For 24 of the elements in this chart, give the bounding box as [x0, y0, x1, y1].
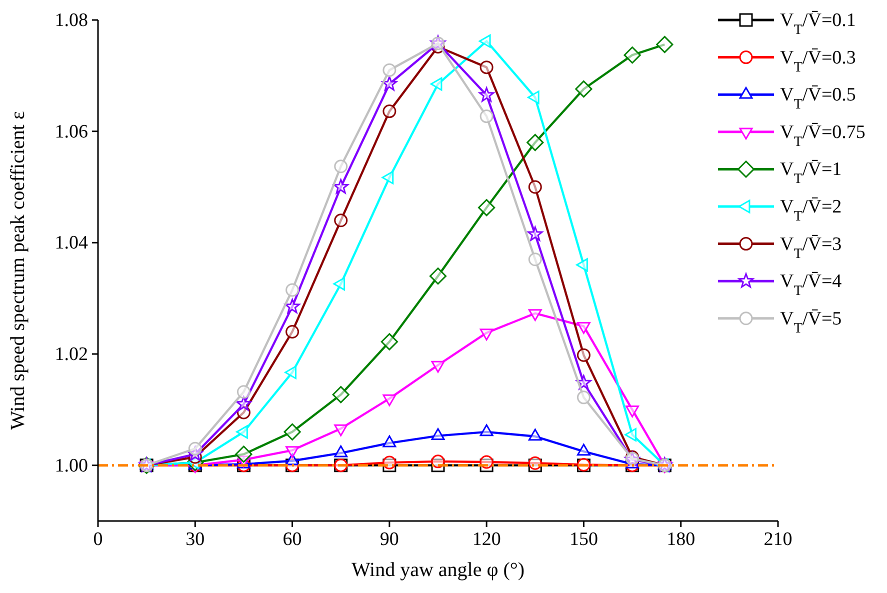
legend-label: V$_{T}$/V̄=2	[780, 196, 842, 224]
legend-label: V$_{T}$/V̄=5	[780, 308, 842, 336]
legend-label: V$_{T}$/V̄=1	[780, 159, 842, 188]
legend-label: V$_{T}$/V̄=4	[780, 271, 842, 300]
x-tick-label: 90	[380, 529, 399, 550]
y-axis-title: Wind speed spectrum peak coefficient ε	[7, 111, 29, 430]
y-tick-label: 1.06	[54, 121, 88, 142]
x-tick-label: 150	[569, 529, 598, 550]
y-tick-label: 1.08	[54, 10, 88, 31]
legend-label: V$_{T}$/V̄=0.1	[780, 10, 856, 38]
x-axis-title: Wind yaw angle φ (°)	[351, 559, 525, 581]
y-tick-label: 1.04	[54, 232, 88, 254]
x-tick-label: 180	[666, 529, 696, 550]
legend-label: V$_{T}$/V̄=0.5	[780, 84, 856, 113]
x-tick-label: 0	[93, 529, 103, 550]
legend-label: V$_{T}$/V̄=0.3	[780, 47, 856, 76]
legend-label: V$_{T}$/V̄=3	[780, 234, 842, 262]
y-tick-label: 1.00	[54, 455, 88, 476]
x-tick-label: 210	[764, 529, 792, 550]
y-tick-label: 1.02	[54, 344, 88, 365]
x-tick-label: 30	[186, 529, 205, 550]
x-tick-label: 120	[472, 529, 501, 550]
legend-label: V$_{T}$/V̄=0.75	[780, 122, 866, 150]
x-tick-label: 60	[282, 529, 302, 550]
